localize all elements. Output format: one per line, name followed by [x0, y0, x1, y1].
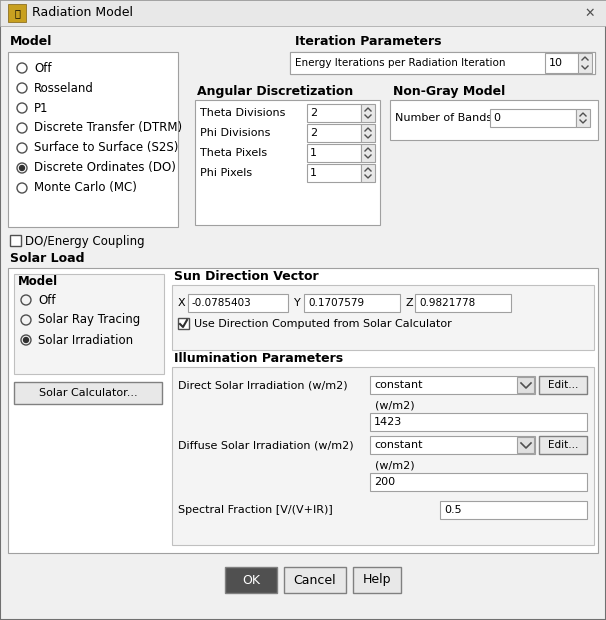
Text: 1423: 1423: [374, 417, 402, 427]
FancyBboxPatch shape: [14, 382, 162, 404]
Text: 0.5: 0.5: [444, 505, 462, 515]
FancyBboxPatch shape: [370, 376, 535, 394]
Text: OK: OK: [242, 574, 260, 587]
Text: constant: constant: [374, 440, 422, 450]
Text: Use Direction Computed from Solar Calculator: Use Direction Computed from Solar Calcul…: [194, 319, 451, 329]
Text: 1: 1: [310, 168, 317, 178]
FancyBboxPatch shape: [307, 124, 361, 142]
FancyBboxPatch shape: [545, 53, 590, 73]
Text: X: X: [178, 298, 185, 308]
Text: Model: Model: [18, 275, 58, 288]
Text: Solar Ray Tracing: Solar Ray Tracing: [38, 314, 140, 327]
Text: Rosseland: Rosseland: [34, 81, 94, 94]
FancyBboxPatch shape: [390, 100, 598, 140]
FancyBboxPatch shape: [290, 52, 581, 74]
Text: constant: constant: [374, 380, 422, 390]
FancyBboxPatch shape: [307, 144, 361, 162]
Text: Phi Divisions: Phi Divisions: [200, 128, 270, 138]
FancyBboxPatch shape: [370, 436, 535, 454]
FancyBboxPatch shape: [539, 436, 587, 454]
Text: Number of Bands: Number of Bands: [395, 113, 492, 123]
Text: Angular Discretization: Angular Discretization: [197, 85, 353, 98]
Text: Discrete Transfer (DTRM): Discrete Transfer (DTRM): [34, 122, 182, 135]
FancyBboxPatch shape: [517, 377, 534, 393]
FancyBboxPatch shape: [307, 104, 361, 122]
Text: Direct Solar Irradiation (w/m2): Direct Solar Irradiation (w/m2): [178, 380, 348, 390]
Text: Energy Iterations per Radiation Iteration: Energy Iterations per Radiation Iteratio…: [295, 58, 505, 68]
FancyBboxPatch shape: [188, 294, 288, 312]
Text: P1: P1: [34, 102, 48, 115]
Text: (w/m2): (w/m2): [375, 400, 415, 410]
FancyBboxPatch shape: [195, 100, 380, 225]
Text: 0.9821778: 0.9821778: [419, 298, 475, 308]
Text: 10: 10: [293, 58, 307, 68]
Text: Help: Help: [363, 574, 391, 587]
Text: DO/Energy Coupling: DO/Energy Coupling: [25, 234, 145, 247]
Text: Y: Y: [294, 298, 301, 308]
Text: Theta Pixels: Theta Pixels: [200, 148, 267, 158]
FancyBboxPatch shape: [361, 144, 375, 162]
Text: Solar Irradiation: Solar Irradiation: [38, 334, 133, 347]
FancyBboxPatch shape: [578, 53, 592, 73]
Text: Iteration Parameters: Iteration Parameters: [295, 35, 442, 48]
Text: Spectral Fraction [V/(V+IR)]: Spectral Fraction [V/(V+IR)]: [178, 505, 333, 515]
Text: Discrete Ordinates (DO): Discrete Ordinates (DO): [34, 161, 176, 174]
Text: (w/m2): (w/m2): [375, 460, 415, 470]
Text: ✕: ✕: [585, 6, 595, 19]
Text: Phi Pixels: Phi Pixels: [200, 168, 252, 178]
FancyBboxPatch shape: [0, 0, 606, 26]
FancyBboxPatch shape: [517, 437, 534, 453]
Text: Edit...: Edit...: [548, 380, 578, 390]
Text: Radiation Model: Radiation Model: [32, 6, 133, 19]
Text: Z: Z: [405, 298, 413, 308]
FancyBboxPatch shape: [290, 52, 595, 74]
FancyBboxPatch shape: [353, 567, 401, 593]
Text: -0.0785403: -0.0785403: [192, 298, 251, 308]
FancyBboxPatch shape: [304, 294, 400, 312]
Text: 2: 2: [310, 128, 317, 138]
Text: 0.1707579: 0.1707579: [308, 298, 364, 308]
FancyBboxPatch shape: [361, 124, 375, 142]
FancyBboxPatch shape: [361, 104, 375, 122]
Text: Non-Gray Model: Non-Gray Model: [393, 85, 505, 98]
FancyBboxPatch shape: [307, 164, 361, 182]
FancyBboxPatch shape: [8, 4, 26, 22]
Text: 1: 1: [310, 148, 317, 158]
FancyBboxPatch shape: [284, 567, 346, 593]
Text: Solar Calculator...: Solar Calculator...: [39, 388, 138, 398]
Text: Surface to Surface (S2S): Surface to Surface (S2S): [34, 141, 178, 154]
FancyBboxPatch shape: [225, 567, 277, 593]
FancyBboxPatch shape: [10, 235, 21, 246]
Text: Monte Carlo (MC): Monte Carlo (MC): [34, 182, 137, 195]
Circle shape: [19, 166, 24, 171]
FancyBboxPatch shape: [8, 52, 178, 227]
FancyBboxPatch shape: [172, 367, 594, 545]
Text: 10: 10: [549, 58, 563, 68]
Text: 2: 2: [310, 108, 317, 118]
Circle shape: [24, 337, 28, 342]
FancyBboxPatch shape: [370, 473, 587, 491]
FancyBboxPatch shape: [361, 164, 375, 182]
Text: Theta Divisions: Theta Divisions: [200, 108, 285, 118]
Text: 0: 0: [493, 113, 500, 123]
Text: Diffuse Solar Irradiation (w/m2): Diffuse Solar Irradiation (w/m2): [178, 440, 354, 450]
FancyBboxPatch shape: [576, 109, 590, 127]
Text: Off: Off: [38, 293, 56, 306]
Text: Model: Model: [10, 35, 52, 48]
FancyBboxPatch shape: [8, 268, 598, 553]
Text: Illumination Parameters: Illumination Parameters: [174, 352, 343, 365]
Text: Energy Iterations per Radiation Iteration: Energy Iterations per Radiation Iteratio…: [295, 58, 515, 68]
FancyBboxPatch shape: [370, 413, 587, 431]
FancyBboxPatch shape: [539, 376, 587, 394]
FancyBboxPatch shape: [581, 52, 595, 74]
Text: 200: 200: [374, 477, 395, 487]
FancyBboxPatch shape: [172, 285, 594, 350]
FancyBboxPatch shape: [415, 294, 511, 312]
FancyBboxPatch shape: [440, 501, 587, 519]
FancyBboxPatch shape: [490, 109, 576, 127]
FancyBboxPatch shape: [14, 274, 164, 374]
Text: 🔥: 🔥: [14, 8, 20, 18]
FancyBboxPatch shape: [178, 318, 189, 329]
Text: Sun Direction Vector: Sun Direction Vector: [174, 270, 319, 283]
